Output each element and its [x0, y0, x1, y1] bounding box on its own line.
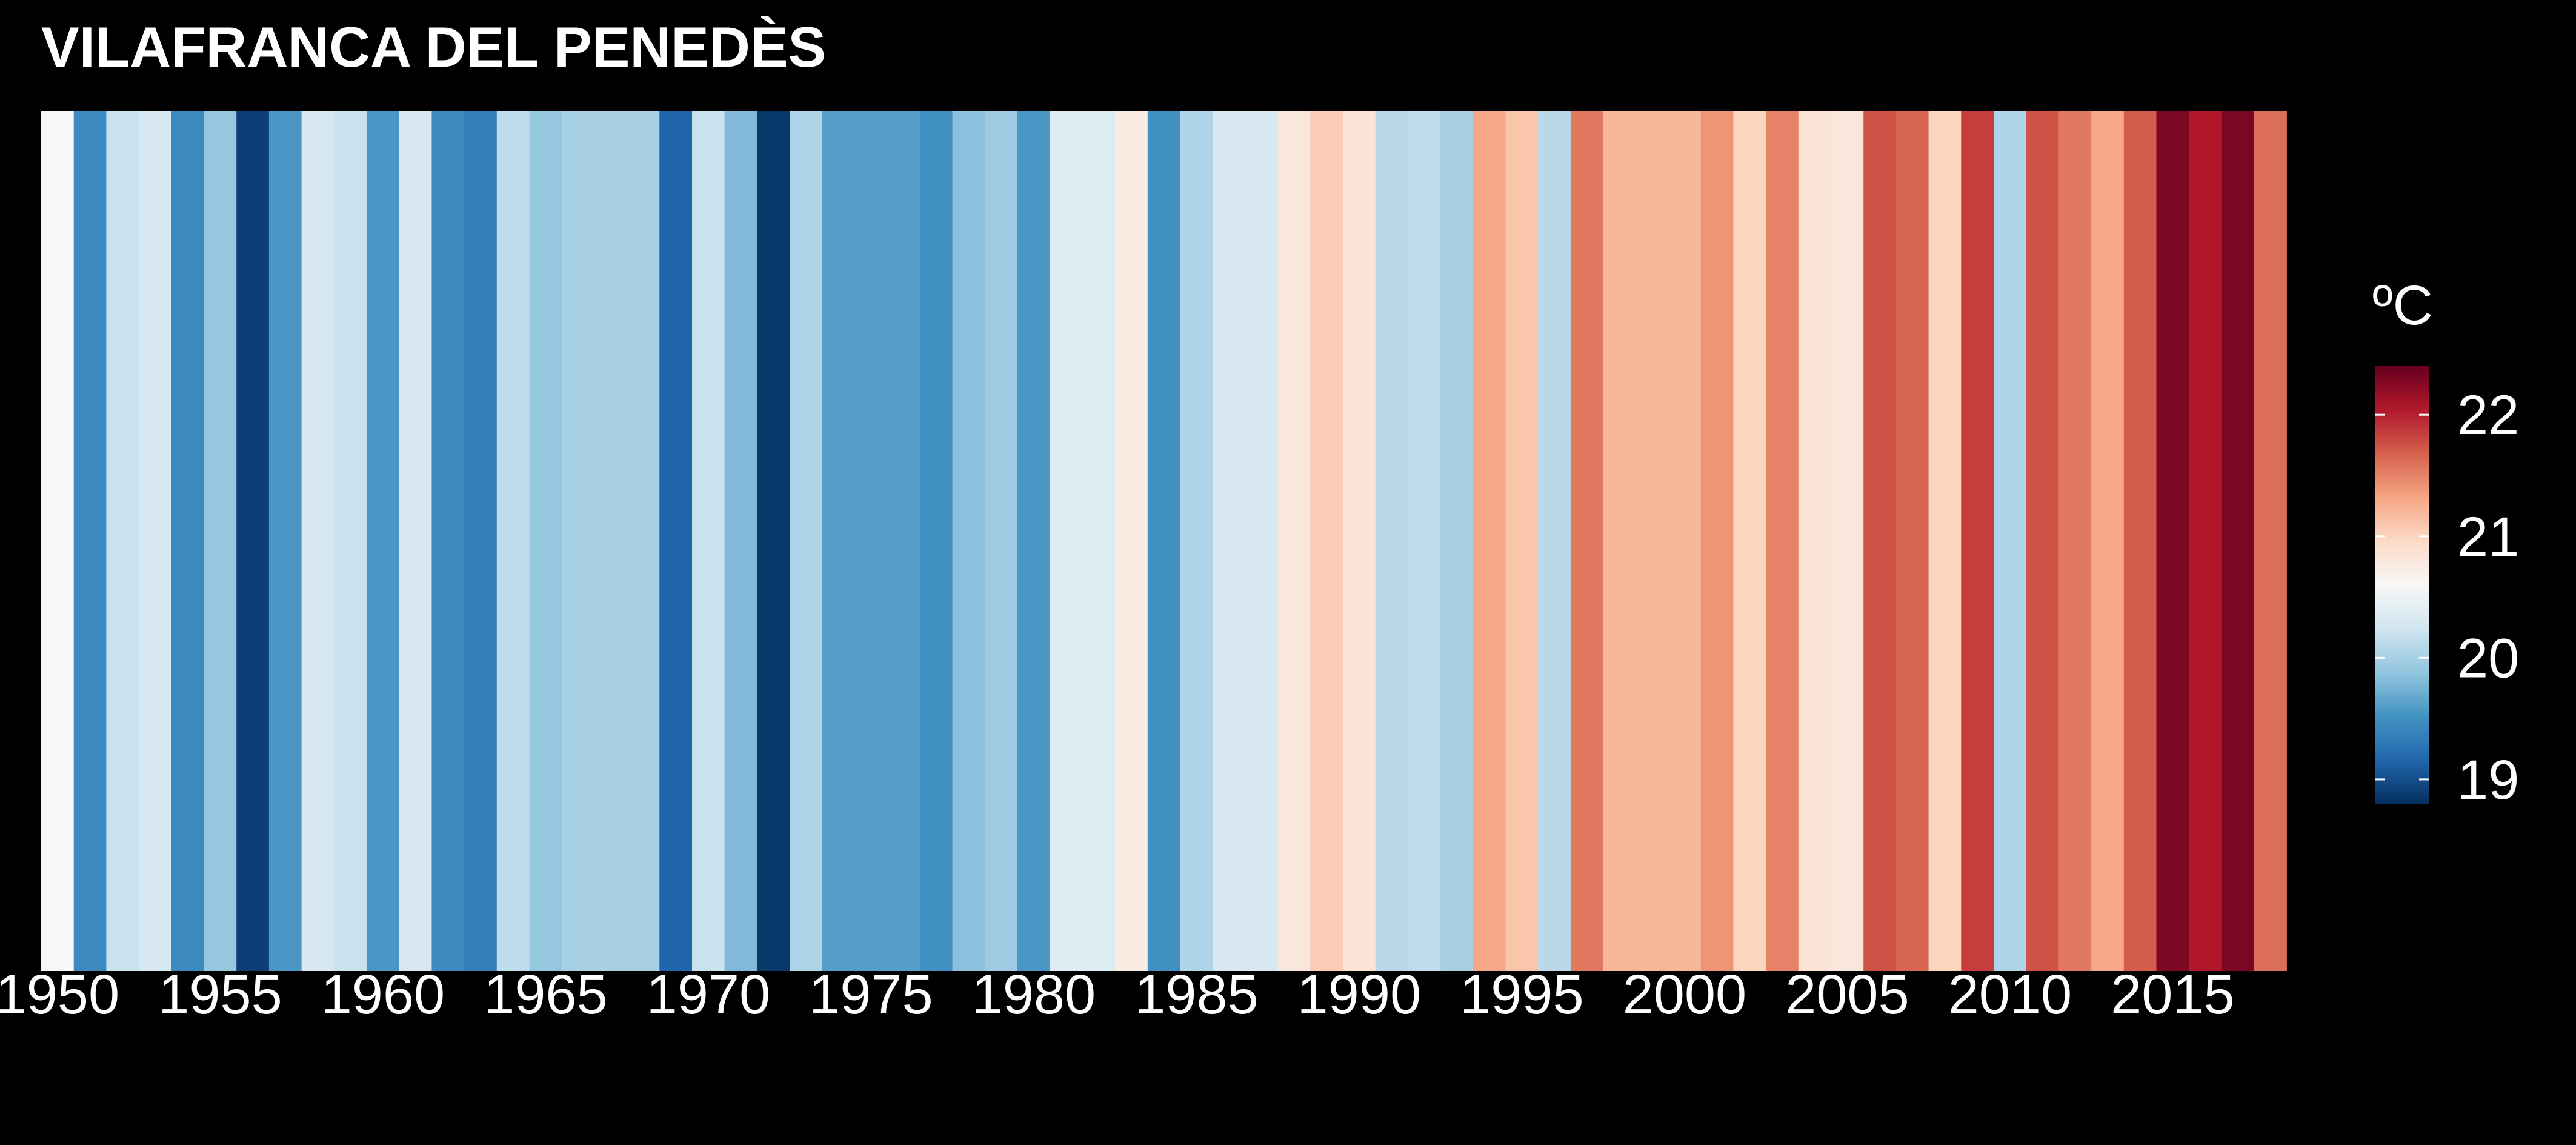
- stripe-1971: [724, 111, 757, 971]
- stripe-1968: [627, 111, 660, 971]
- stripe-1972: [757, 111, 790, 971]
- stripe-1996: [1538, 111, 1571, 971]
- stripe-1995: [1505, 111, 1539, 971]
- stripe-1975: [854, 111, 888, 971]
- x-axis-ticks: 1950 1955 1960 1965 1970 1975 1980 1985 1990 1995…: [0, 964, 2235, 1026]
- stripe-1976: [887, 111, 920, 971]
- stripe-2015: [2156, 111, 2189, 971]
- stripe-1983: [1115, 111, 1148, 971]
- stripe-1951: [73, 111, 107, 971]
- stripe-1985: [1180, 111, 1213, 971]
- stripe-1956: [236, 111, 270, 971]
- stripe-2016: [2189, 111, 2222, 971]
- stripe-2018: [2254, 111, 2287, 971]
- stripe-1958: [301, 111, 334, 971]
- stripe-2006: [1863, 111, 1897, 971]
- stripe-1981: [1050, 111, 1083, 971]
- stripe-2017: [2221, 111, 2255, 971]
- legend-tick-label: 21: [2457, 506, 2519, 568]
- stripe-1969: [659, 111, 693, 971]
- stripe-1982: [1082, 111, 1116, 971]
- stripe-1991: [1375, 111, 1408, 971]
- colorbar-legend: ºC 19 20 21 22: [2372, 275, 2519, 811]
- stripe-1986: [1213, 111, 1246, 971]
- stripe-2000: [1668, 111, 1702, 971]
- stripe-1970: [692, 111, 725, 971]
- x-tick-label: 1960: [321, 964, 445, 1026]
- stripe-1959: [334, 111, 367, 971]
- stripe-2014: [2123, 111, 2157, 971]
- stripes-group: [41, 111, 2287, 971]
- stripe-1961: [399, 111, 432, 971]
- x-tick-label: 2015: [2111, 964, 2235, 1026]
- legend-ticks: 19 20 21 22: [2375, 384, 2519, 811]
- stripe-1978: [952, 111, 985, 971]
- legend-tick-label: 19: [2457, 749, 2519, 811]
- stripe-1997: [1570, 111, 1604, 971]
- stripe-1984: [1147, 111, 1181, 971]
- stripe-2008: [1928, 111, 1962, 971]
- stripe-1989: [1310, 111, 1343, 971]
- x-tick-label: 1990: [1297, 964, 1421, 1026]
- x-tick-label: 1995: [1460, 964, 1584, 1026]
- stripe-1988: [1277, 111, 1311, 971]
- stripe-1963: [464, 111, 498, 971]
- legend-title: ºC: [2372, 275, 2433, 336]
- stripe-2004: [1798, 111, 1832, 971]
- stripe-2010: [1994, 111, 2027, 971]
- stripe-2002: [1733, 111, 1766, 971]
- stripe-1960: [367, 111, 400, 971]
- stripe-1954: [171, 111, 205, 971]
- stripe-1999: [1636, 111, 1669, 971]
- stripe-1977: [919, 111, 953, 971]
- stripe-1994: [1473, 111, 1506, 971]
- x-tick-label: 1985: [1134, 964, 1259, 1026]
- stripe-1998: [1603, 111, 1636, 971]
- stripe-1973: [790, 111, 823, 971]
- stripe-1962: [431, 111, 465, 971]
- stripe-1957: [268, 111, 302, 971]
- stripe-1955: [204, 111, 237, 971]
- x-tick-label: 2005: [1785, 964, 1909, 1026]
- x-tick-label: 2010: [1948, 964, 2072, 1026]
- stripe-1964: [496, 111, 530, 971]
- x-tick-label: 1970: [647, 964, 771, 1026]
- stripe-1987: [1245, 111, 1279, 971]
- colorbar: [2375, 366, 2429, 804]
- stripe-2007: [1895, 111, 1929, 971]
- stripe-2009: [1961, 111, 1994, 971]
- stripe-1980: [1017, 111, 1051, 971]
- x-tick-label: 1975: [809, 964, 933, 1026]
- stripe-2005: [1831, 111, 1864, 971]
- stripe-2001: [1700, 111, 1734, 971]
- chart-title: VILAFRANCA DEL PENEDÈS: [41, 15, 826, 79]
- stripe-1967: [594, 111, 628, 971]
- x-tick-label: 1980: [972, 964, 1096, 1026]
- stripe-2013: [2091, 111, 2125, 971]
- stripe-1965: [529, 111, 562, 971]
- stripe-1990: [1343, 111, 1376, 971]
- stripe-1950: [41, 111, 75, 971]
- stripe-1974: [822, 111, 856, 971]
- x-tick-label: 1965: [484, 964, 608, 1026]
- stripe-2011: [2026, 111, 2059, 971]
- x-tick-label: 1950: [0, 964, 119, 1026]
- stripe-1952: [106, 111, 139, 971]
- stripe-1992: [1408, 111, 1441, 971]
- stripe-2012: [2058, 111, 2092, 971]
- legend-tick-label: 20: [2457, 627, 2519, 689]
- legend-tick-label: 22: [2457, 384, 2519, 446]
- stripe-1953: [139, 111, 172, 971]
- stripe-1966: [562, 111, 595, 971]
- x-tick-label: 2000: [1623, 964, 1747, 1026]
- stripe-2003: [1766, 111, 1799, 971]
- x-tick-label: 1955: [158, 964, 282, 1026]
- stripe-1993: [1440, 111, 1474, 971]
- stripe-1979: [985, 111, 1018, 971]
